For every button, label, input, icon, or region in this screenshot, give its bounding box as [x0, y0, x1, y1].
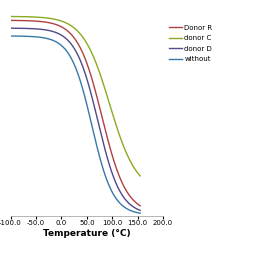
Donor R: [86, 64, 89, 67]
donor D: [86, 80, 89, 83]
without: [9, 34, 12, 38]
Line: donor D: donor D: [11, 28, 140, 210]
donor C: [79, 33, 82, 36]
X-axis label: Temperature (°C): Temperature (°C): [43, 229, 131, 237]
donor D: [79, 60, 82, 63]
Donor R: [71, 35, 74, 38]
without: [115, 198, 118, 201]
Line: Donor R: Donor R: [11, 21, 140, 206]
donor D: [9, 27, 12, 30]
donor D: [71, 45, 74, 48]
donor C: [135, 170, 139, 174]
donor C: [115, 125, 118, 129]
donor D: [70, 44, 74, 47]
Line: donor C: donor C: [11, 17, 140, 176]
Legend: Donor R, donor C, donor D, without: Donor R, donor C, donor D, without: [169, 24, 213, 62]
donor C: [86, 43, 89, 47]
without: [71, 60, 74, 63]
Donor R: [139, 204, 142, 207]
Donor R: [9, 19, 12, 22]
without: [135, 211, 139, 214]
donor C: [71, 25, 74, 28]
donor D: [139, 209, 142, 212]
without: [79, 80, 82, 84]
Donor R: [70, 34, 74, 37]
donor C: [9, 15, 12, 18]
Donor R: [115, 168, 118, 171]
donor D: [115, 183, 118, 186]
Line: without: without: [11, 36, 140, 213]
Donor R: [135, 202, 139, 205]
Donor R: [79, 47, 82, 50]
without: [86, 107, 89, 110]
donor D: [135, 208, 139, 211]
without: [70, 58, 74, 62]
donor C: [139, 174, 142, 178]
without: [139, 212, 142, 215]
donor C: [70, 25, 74, 28]
